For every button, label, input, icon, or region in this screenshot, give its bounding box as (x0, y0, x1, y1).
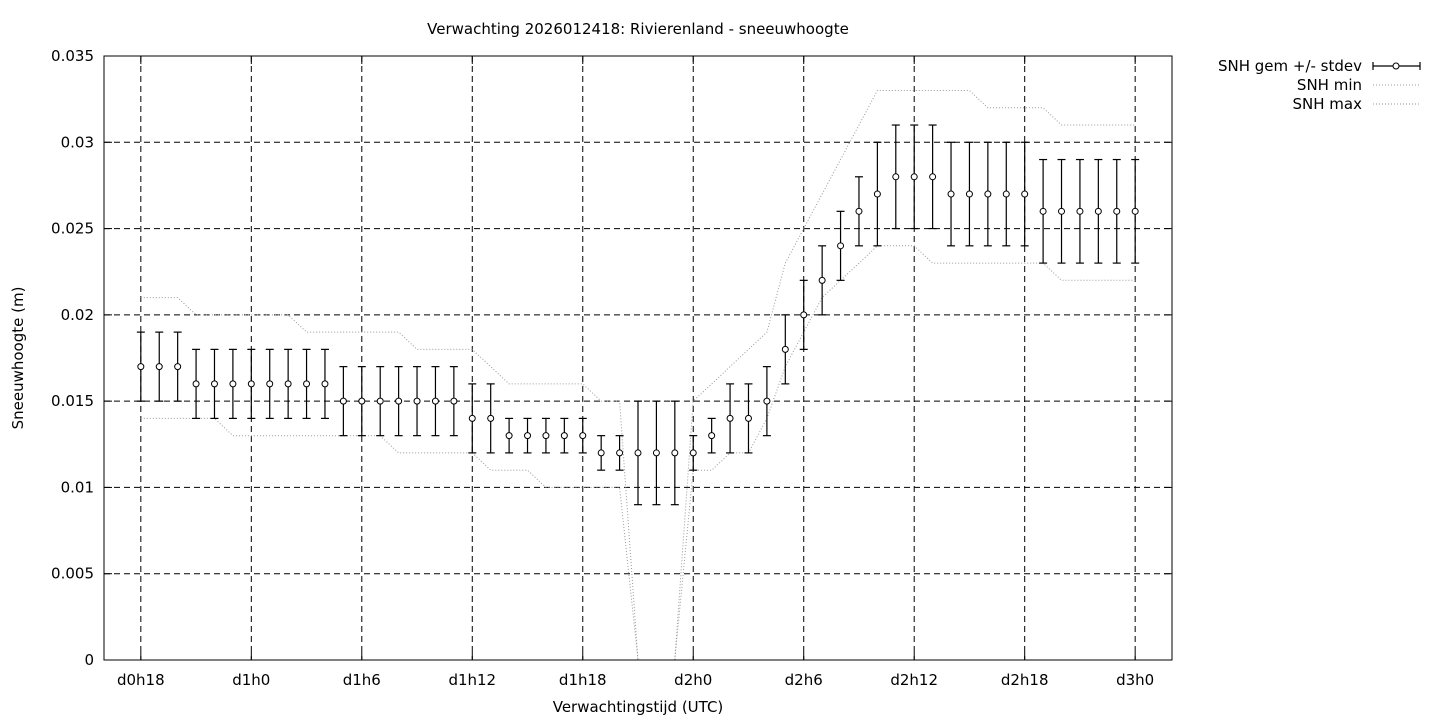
y-tick-label: 0.01 (61, 478, 94, 496)
data-point (1002, 190, 1010, 198)
data-point (708, 432, 716, 440)
data-point (174, 363, 182, 371)
x-tick-label: d1h18 (559, 671, 607, 689)
data-point (763, 397, 771, 405)
data-point (984, 190, 992, 198)
data-point (395, 397, 403, 405)
data-point (910, 173, 918, 181)
x-tick-label: d1h12 (448, 671, 496, 689)
legend-label: SNH max (1293, 95, 1363, 113)
x-tick-label: d2h0 (674, 671, 712, 689)
data-point (468, 414, 476, 422)
data-point (800, 311, 808, 319)
y-tick-label: 0.025 (51, 220, 94, 238)
data-point (266, 380, 274, 388)
data-point (321, 380, 329, 388)
data-point (689, 449, 697, 457)
x-axis: d0h18 d1h0 d1h6 d1h12 d1h18 d2h0 d2h6 d2h12 d2h1… (117, 56, 1154, 689)
data-point (1021, 190, 1029, 198)
data-point (247, 380, 255, 388)
data-point (1113, 207, 1121, 215)
data-point (487, 414, 495, 422)
data-point (781, 345, 789, 353)
x-tick-label: d2h12 (890, 671, 938, 689)
series-snh-mean (136, 124, 1140, 506)
data-point (524, 432, 532, 440)
y-tick-label: 0.005 (51, 565, 94, 583)
x-tick-label: d2h6 (785, 671, 823, 689)
data-point (155, 363, 163, 371)
data-point (192, 380, 200, 388)
y-axis-label: Sneeuwhoogte (m) (9, 287, 27, 430)
chart-title: Verwachting 2026012418: Rivierenland - s… (427, 20, 849, 38)
data-point (616, 449, 624, 457)
data-point (1039, 207, 1047, 215)
legend-label: SNH gem +/- stdev (1218, 57, 1362, 75)
y-tick-label: 0.015 (51, 392, 94, 410)
data-point (873, 190, 881, 198)
y-tick-label: 0.03 (61, 133, 94, 151)
data-point (634, 449, 642, 457)
data-point (560, 432, 568, 440)
data-point (303, 380, 311, 388)
data-point (229, 380, 237, 388)
data-point (505, 432, 513, 440)
data-point (284, 380, 292, 388)
data-point (947, 190, 955, 198)
series-snh-max (140, 90, 1136, 661)
data-point (358, 397, 366, 405)
data-point (671, 449, 679, 457)
data-point (137, 363, 145, 371)
legend-swatch-point (1392, 62, 1400, 70)
data-point (542, 432, 550, 440)
x-axis-label: Verwachtingstijd (UTC) (553, 698, 724, 716)
data-point (726, 414, 734, 422)
data-point (210, 380, 218, 388)
data-point (431, 397, 439, 405)
x-tick-label: d3h0 (1116, 671, 1154, 689)
series-line (140, 90, 1136, 661)
data-point (892, 173, 900, 181)
data-point (413, 397, 421, 405)
data-point (376, 397, 384, 405)
data-point (744, 414, 752, 422)
data-point (579, 432, 587, 440)
data-point (1094, 207, 1102, 215)
x-tick-label: d0h18 (117, 671, 165, 689)
y-tick-label: 0.035 (51, 47, 94, 65)
y-tick-label: 0.02 (61, 306, 94, 324)
data-point (929, 173, 937, 181)
data-point (818, 276, 826, 284)
data-point (965, 190, 973, 198)
data-point (1058, 207, 1066, 215)
grid (104, 56, 1172, 660)
data-point (837, 242, 845, 250)
data-point (1131, 207, 1139, 215)
legend-label: SNH min (1297, 76, 1362, 94)
y-axis: 0 0.005 0.01 0.015 0.02 0.025 0.03 0.035 (51, 47, 1172, 669)
data-point (855, 207, 863, 215)
x-tick-label: d1h6 (343, 671, 381, 689)
x-tick-label: d1h0 (232, 671, 270, 689)
data-point (1076, 207, 1084, 215)
y-tick-label: 0 (84, 651, 94, 669)
data-point (652, 449, 660, 457)
data-point (450, 397, 458, 405)
data-point (339, 397, 347, 405)
data-point (597, 449, 605, 457)
x-tick-label: d2h18 (1001, 671, 1049, 689)
plot-border (103, 55, 1173, 661)
